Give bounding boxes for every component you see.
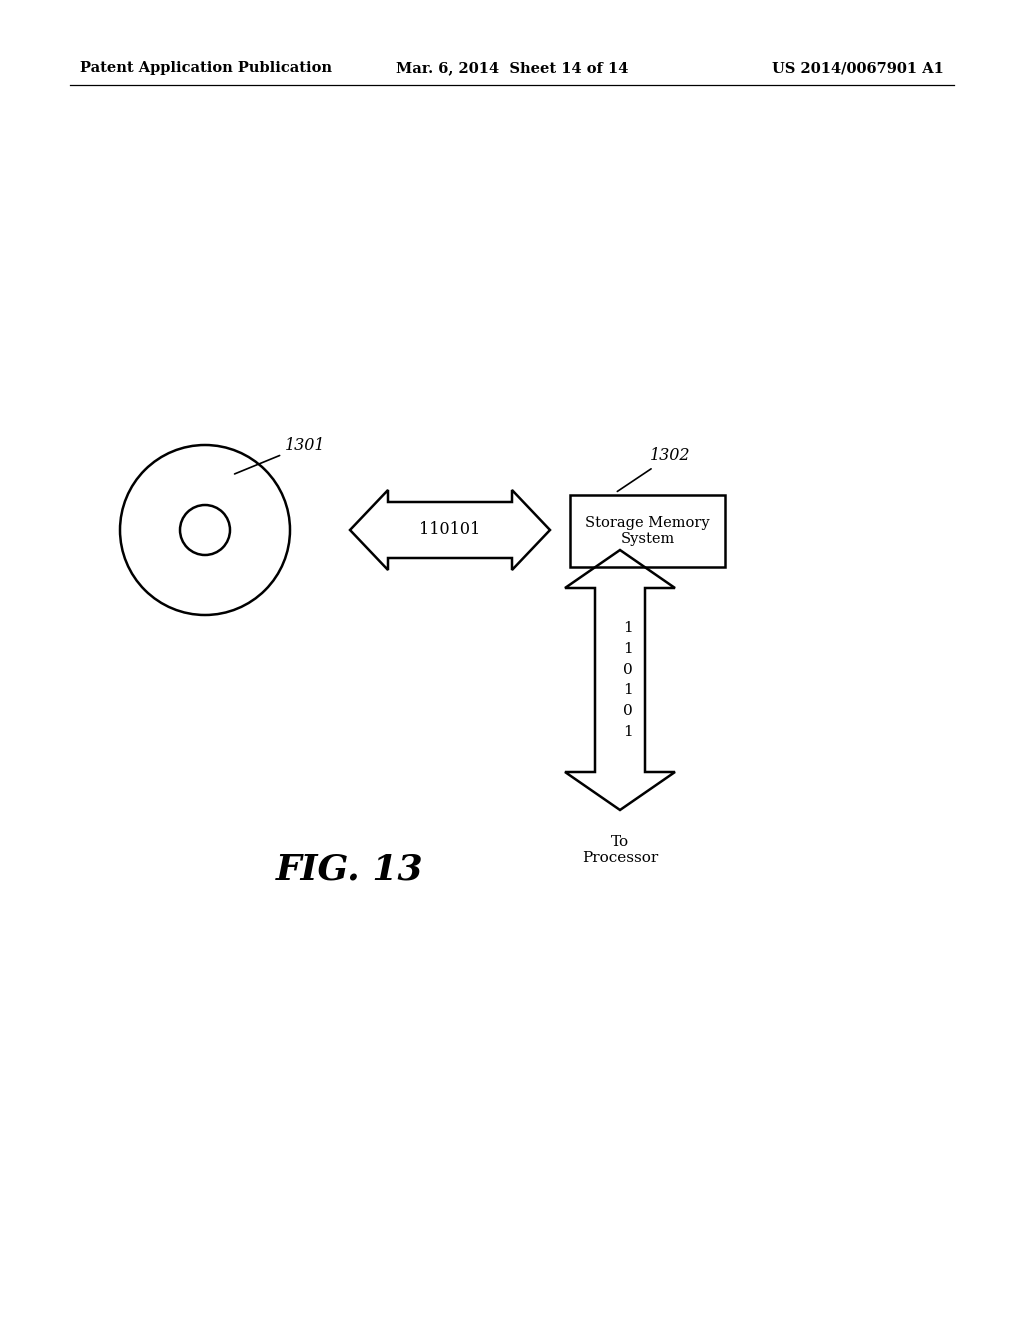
Text: To
Processor: To Processor	[582, 836, 658, 865]
Text: 110101: 110101	[420, 521, 480, 539]
Text: 1301: 1301	[234, 437, 326, 474]
Bar	[570, 495, 725, 568]
Text: 1
1
0
1
0
1: 1 1 0 1 0 1	[624, 622, 633, 738]
Text: FIG. 13: FIG. 13	[276, 853, 424, 887]
Text: Storage Memory
System: Storage Memory System	[585, 516, 710, 546]
Text: 1302: 1302	[617, 447, 690, 491]
Text: Mar. 6, 2014  Sheet 14 of 14: Mar. 6, 2014 Sheet 14 of 14	[396, 61, 628, 75]
Text: US 2014/0067901 A1: US 2014/0067901 A1	[772, 61, 944, 75]
Text: Patent Application Publication: Patent Application Publication	[80, 61, 332, 75]
